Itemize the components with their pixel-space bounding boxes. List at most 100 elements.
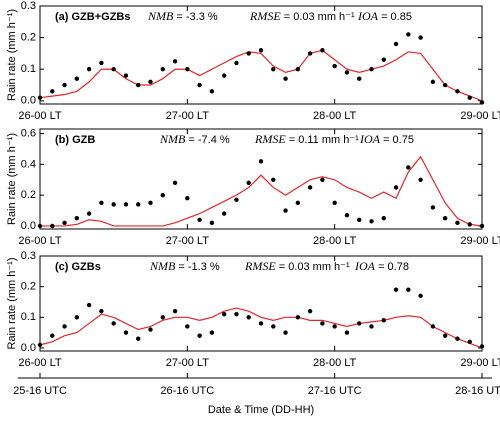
y-tick-label: 0.1 bbox=[21, 311, 36, 323]
observation-dot bbox=[283, 330, 288, 335]
observation-dot bbox=[172, 308, 178, 314]
observation-dot bbox=[197, 333, 202, 338]
observation-dot bbox=[111, 202, 116, 207]
observation-dot bbox=[246, 315, 251, 320]
observation-dot bbox=[234, 60, 239, 66]
observation-dot bbox=[307, 185, 313, 190]
observation-dot bbox=[37, 95, 43, 100]
observation-dot bbox=[62, 82, 67, 88]
observation-dot bbox=[332, 200, 337, 206]
observation-dot bbox=[234, 312, 239, 317]
observation-dot bbox=[406, 165, 411, 170]
observation-dot bbox=[246, 51, 251, 56]
stat-name: RMSE bbox=[249, 9, 281, 23]
observation-dot bbox=[234, 197, 239, 202]
observation-dot bbox=[99, 200, 104, 206]
observation-dot bbox=[418, 177, 423, 182]
observation-dot bbox=[455, 89, 460, 94]
observation-dot bbox=[320, 48, 325, 53]
observation-dot bbox=[418, 35, 423, 40]
stat-value: = 0.75 bbox=[383, 134, 414, 146]
stat-value: = 0.03 mm h⁻¹ bbox=[284, 11, 355, 23]
observation-dot bbox=[369, 67, 374, 72]
observation-dot bbox=[258, 321, 264, 326]
observation-dot bbox=[393, 41, 399, 47]
stat-name: RMSE bbox=[254, 132, 286, 146]
x-tick-label: 26-00 LT bbox=[18, 235, 61, 247]
observation-dot bbox=[185, 324, 190, 329]
y-axis-label: Rain rate (mm h⁻¹) bbox=[6, 9, 18, 101]
utc-tick-label: 27-16 UTC bbox=[308, 385, 362, 397]
y-tick-label: 0.0 bbox=[21, 342, 36, 354]
stat: NMB = -3.3 % bbox=[147, 9, 218, 23]
observation-dot bbox=[209, 220, 215, 226]
stat: RMSE = 0.11 mm h⁻¹ bbox=[254, 132, 359, 146]
observation-dot bbox=[221, 211, 227, 216]
observation-dot bbox=[295, 200, 301, 206]
y-tick-label: 0.4 bbox=[21, 158, 36, 170]
observation-dot bbox=[197, 82, 202, 88]
observation-dot bbox=[455, 220, 460, 226]
observation-dot bbox=[136, 336, 141, 341]
observation-dot bbox=[123, 202, 129, 207]
observation-dot bbox=[271, 67, 276, 72]
x-tick-label: 29-00 LT bbox=[460, 235, 500, 247]
observation-dot bbox=[357, 321, 362, 326]
observation-dot bbox=[332, 63, 337, 69]
observation-dot bbox=[185, 196, 190, 201]
observation-dot bbox=[430, 79, 436, 85]
observation-dot bbox=[479, 344, 485, 349]
observation-dot bbox=[209, 89, 215, 94]
observation-dot bbox=[136, 82, 141, 88]
x-tick-label: 29-00 LT bbox=[460, 110, 500, 122]
stat-name: IOA bbox=[359, 132, 381, 146]
observation-dot bbox=[467, 222, 472, 227]
observation-dot bbox=[357, 76, 362, 81]
observation-dot bbox=[62, 220, 67, 226]
observation-dot bbox=[160, 192, 165, 198]
observation-dot bbox=[418, 293, 423, 299]
stat: NMB = -1.3 % bbox=[149, 259, 220, 273]
y-tick-label: 0.6 bbox=[21, 128, 36, 140]
utc-tick-label: 28-16 UTC bbox=[455, 385, 500, 397]
observation-dot bbox=[479, 100, 485, 105]
observation-dot bbox=[320, 321, 325, 326]
x-tick-label: 27-00 LT bbox=[166, 357, 209, 369]
observation-dot bbox=[393, 185, 399, 190]
observation-dot bbox=[393, 287, 399, 292]
panel-label: (a) GZB+GZBs bbox=[55, 11, 130, 23]
observation-dot bbox=[271, 324, 276, 329]
y-axis-label: Rain rate (mm h⁻¹) bbox=[6, 133, 18, 225]
observation-dot bbox=[332, 324, 337, 329]
observation-dot bbox=[283, 76, 288, 81]
observation-dot bbox=[381, 216, 386, 221]
observation-dot bbox=[148, 200, 153, 206]
observation-dot bbox=[99, 60, 104, 66]
observation-dot bbox=[344, 212, 350, 218]
model-line bbox=[40, 155, 483, 227]
utc-tick-label: 25-16 UTC bbox=[13, 385, 67, 397]
observation-dot bbox=[160, 315, 165, 320]
observation-dot bbox=[160, 67, 165, 72]
observation-dot bbox=[136, 202, 141, 207]
stat-name: NMB bbox=[147, 9, 174, 23]
y-axis-label: Rain rate (mm h⁻¹) bbox=[6, 258, 18, 350]
y-tick-label: 0.2 bbox=[21, 281, 36, 293]
observation-dot bbox=[50, 223, 55, 229]
y-tick-label: 0.2 bbox=[21, 32, 36, 44]
plot-frame bbox=[39, 128, 483, 230]
y-tick-label: 0.3 bbox=[21, 250, 36, 262]
stat: RMSE = 0.03 mm h⁻¹ bbox=[249, 9, 355, 23]
plot-frame bbox=[39, 255, 483, 352]
y-tick-label: 0.0 bbox=[21, 95, 36, 107]
observation-dot bbox=[369, 324, 374, 329]
observation-dot bbox=[467, 339, 472, 345]
stat: RMSE = 0.03 mm h⁻¹ bbox=[244, 259, 350, 273]
stat-value: = 0.85 bbox=[381, 11, 412, 23]
observation-dot bbox=[406, 32, 411, 37]
observation-dot bbox=[99, 308, 104, 314]
stat-value: = -7.4 % bbox=[188, 134, 229, 146]
observation-dot bbox=[172, 59, 178, 64]
panel-label: (c) GZBs bbox=[55, 261, 101, 273]
observation-dot bbox=[442, 333, 448, 338]
